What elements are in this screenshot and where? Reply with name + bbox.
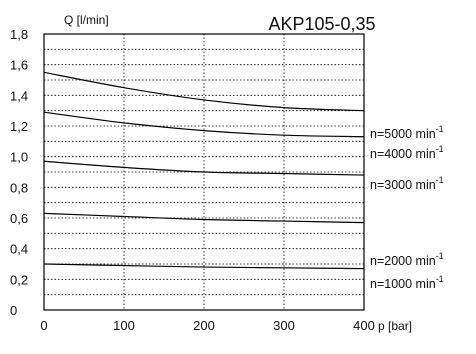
y-tick-label: 1,0	[10, 150, 28, 165]
plot-frame	[43, 33, 365, 311]
series-label: n=2000 min-1	[370, 251, 444, 268]
y-tick-label: 0,4	[10, 242, 28, 257]
y-tick-label: 1,6	[10, 58, 28, 73]
y-tick-label: 0,2	[10, 272, 28, 287]
y-axis-ticks: 0 0,2 0,4 0,6 0,8 1,0 1,2 1,4 1,6 1,8	[10, 27, 28, 318]
chart-title: AKP105-0,35	[268, 14, 375, 34]
y-tick-label: 1,2	[10, 119, 28, 134]
y-tick-label: 0,6	[10, 211, 28, 226]
series-line	[43, 160, 365, 176]
series-label: n=5000 min-1	[370, 124, 444, 141]
y-tick-label: 0,8	[10, 180, 28, 195]
series-label: n=4000 min-1	[370, 144, 444, 161]
series-lines	[43, 71, 365, 270]
grid-lines	[44, 34, 364, 310]
y-tick-label: 0	[10, 303, 17, 318]
series-label: n=3000 min-1	[370, 175, 444, 192]
series-line	[43, 263, 365, 270]
x-axis-ticks: 0 100 200 300 400	[40, 318, 374, 333]
x-tick-label: 200	[193, 318, 215, 333]
x-tick-label: 0	[40, 318, 47, 333]
series-labels: n=5000 min-1 n=4000 min-1 n=3000 min-1 n=20…	[370, 124, 444, 291]
x-axis-label: p [bar]	[378, 319, 412, 333]
series-line	[43, 71, 365, 112]
series-line	[43, 111, 365, 138]
x-tick-label: 400	[353, 318, 375, 333]
y-axis-label: Q [l/min]	[64, 13, 109, 27]
y-tick-label: 1,8	[10, 27, 28, 42]
x-tick-label: 100	[113, 318, 135, 333]
y-tick-label: 1,4	[10, 88, 28, 103]
series-line	[43, 212, 365, 224]
x-tick-label: 300	[273, 318, 295, 333]
series-label: n=1000 min-1	[370, 274, 444, 291]
